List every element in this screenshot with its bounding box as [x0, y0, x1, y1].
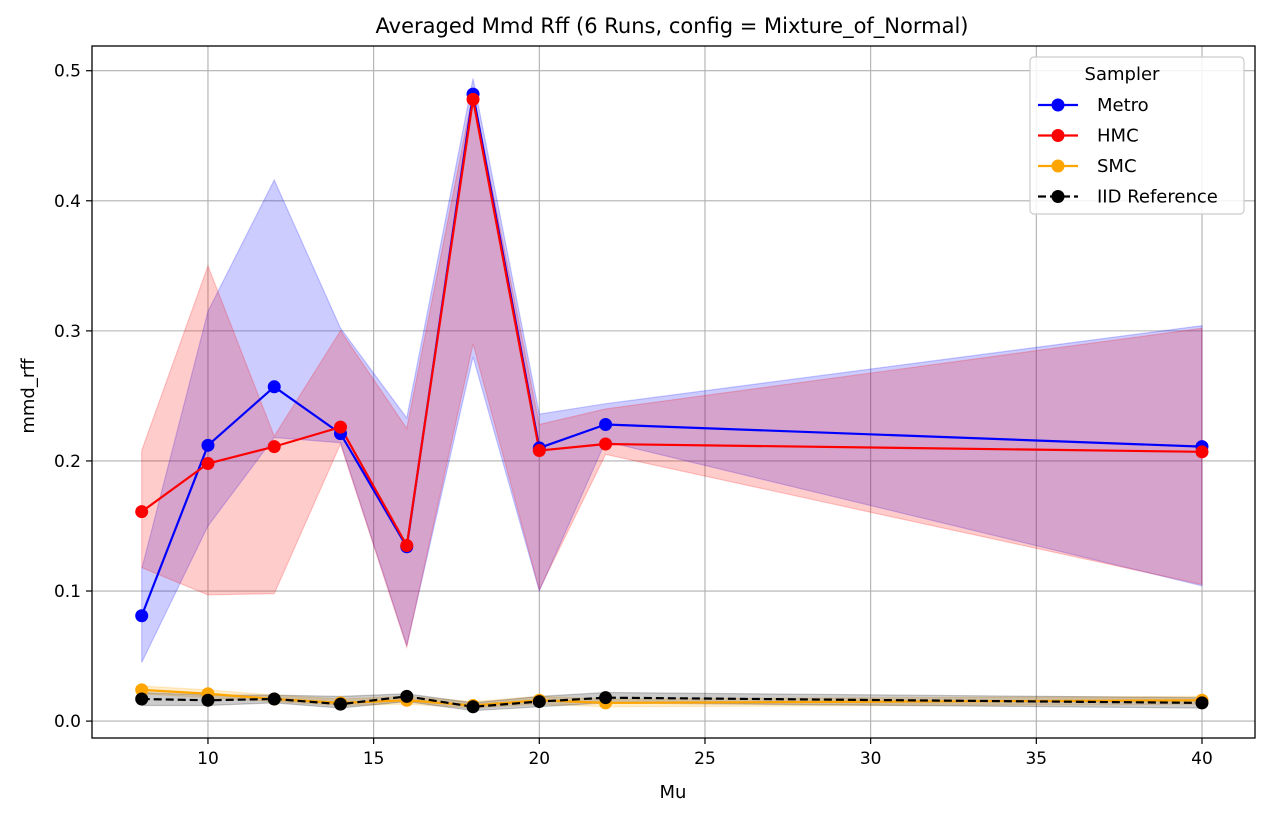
data-point-iid-reference [532, 695, 546, 709]
data-point-iid-reference [267, 692, 281, 706]
data-point-iid-reference [334, 697, 348, 711]
x-tick-label: 10 [197, 749, 219, 769]
y-tick-label: 0.4 [54, 192, 81, 212]
data-point-hmc [267, 440, 281, 454]
legend: Sampler Metro HMC SMC IID Reference [1029, 56, 1245, 215]
data-point-hmc [201, 457, 215, 471]
data-point-iid-reference [599, 691, 613, 705]
y-tick-label: 0.2 [54, 452, 81, 472]
x-tick-label: 25 [694, 749, 716, 769]
data-point-iid-reference [1195, 696, 1209, 710]
axis-ticks: 10 15 20 25 30 35 40 0.0 0.1 0.2 0.3 0.4 0.5 [54, 62, 1213, 769]
data-point-hmc [599, 437, 613, 451]
data-point-metro [201, 438, 215, 452]
y-tick-label: 0.3 [54, 322, 81, 342]
band-hmc [141, 92, 1203, 650]
band-metro [141, 78, 1203, 663]
legend-marker-iid-reference [1051, 190, 1065, 203]
series-markers [135, 87, 1209, 714]
data-point-hmc [532, 444, 546, 458]
data-point-hmc [135, 505, 149, 519]
y-tick-label: 0.0 [54, 712, 81, 732]
y-tick-label: 0.5 [54, 62, 81, 82]
data-point-hmc [1195, 445, 1209, 459]
chart-title: Averaged Mmd Rff (6 Runs, config = Mixtu… [376, 14, 969, 39]
data-point-hmc [334, 420, 348, 434]
data-point-hmc [466, 92, 480, 106]
y-axis-title: mmd_rff [18, 358, 39, 434]
data-point-hmc [400, 538, 414, 552]
x-tick-label: 30 [860, 749, 882, 769]
x-tick-label: 20 [528, 749, 550, 769]
data-point-iid-reference [135, 692, 149, 706]
x-tick-label: 35 [1025, 749, 1047, 769]
data-point-iid-reference [400, 689, 414, 703]
data-point-smc [135, 683, 149, 697]
x-tick-label: 15 [363, 749, 385, 769]
legend-title: Sampler [1085, 64, 1160, 85]
data-point-iid-reference [466, 700, 480, 714]
data-point-metro [135, 609, 149, 623]
legend-marker-smc [1051, 159, 1065, 173]
legend-label-iid-reference: IID Reference [1097, 187, 1218, 208]
x-axis-title: Mu [660, 782, 687, 803]
legend-box [1029, 56, 1245, 215]
legend-label-smc: SMC [1097, 156, 1137, 177]
plot-frame [91, 45, 1256, 739]
y-tick-label: 0.1 [54, 582, 81, 602]
data-point-metro [267, 380, 281, 394]
data-point-metro [599, 418, 613, 432]
legend-marker-metro [1051, 98, 1065, 112]
data-point-iid-reference [201, 693, 215, 707]
x-tick-label: 40 [1191, 749, 1213, 769]
legend-marker-hmc [1051, 129, 1065, 142]
legend-label-metro: Metro [1097, 95, 1149, 116]
legend-label-hmc: HMC [1097, 126, 1139, 147]
